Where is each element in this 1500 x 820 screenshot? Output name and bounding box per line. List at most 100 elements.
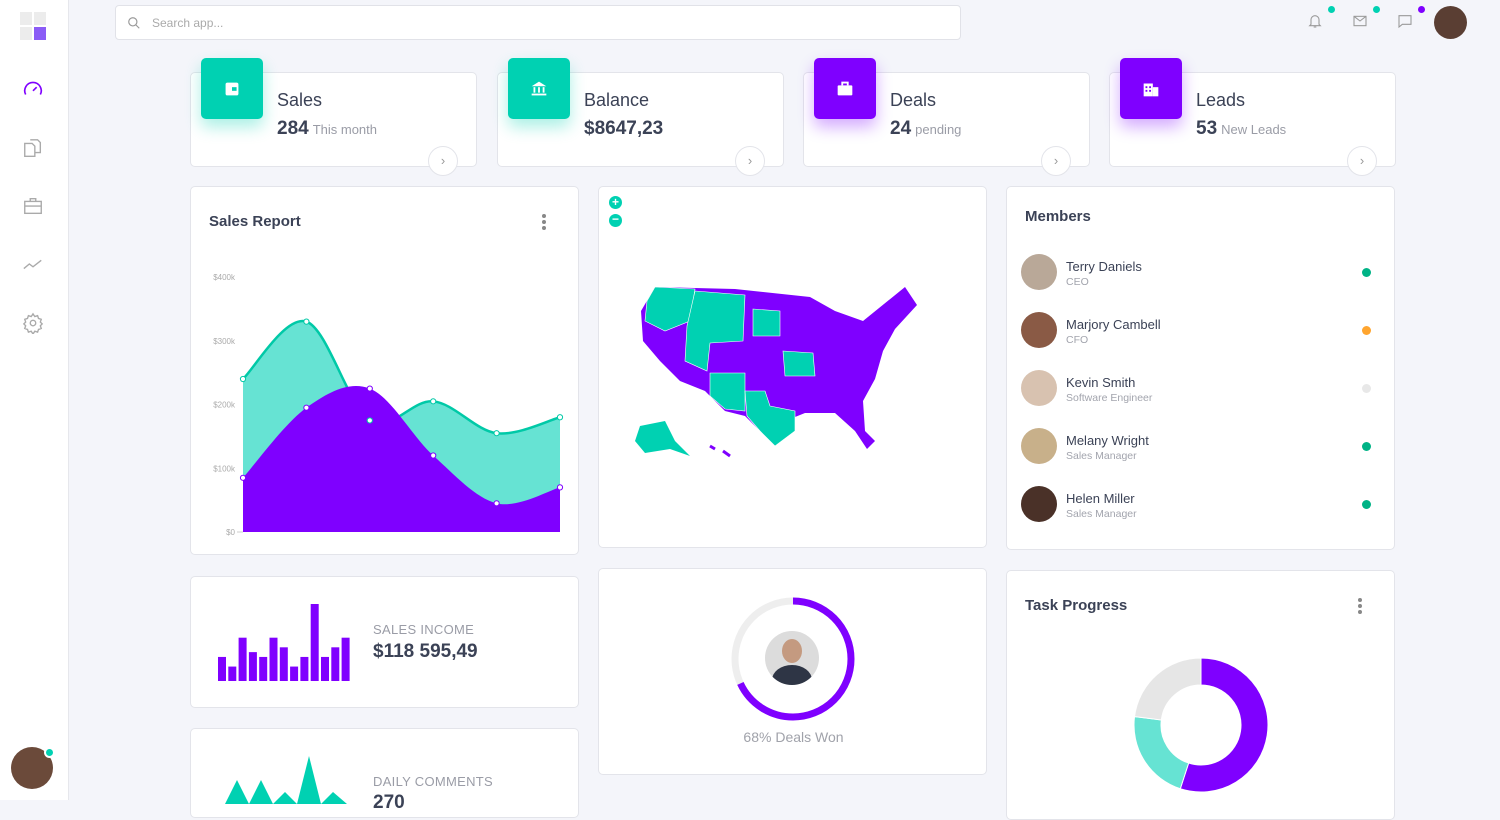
zoom-in-button[interactable]: + bbox=[609, 196, 622, 209]
data-point[interactable] bbox=[366, 417, 373, 424]
deal-avatar bbox=[765, 631, 819, 685]
member-role: Software Engineer bbox=[1066, 392, 1153, 404]
y-tick-label: $400k bbox=[213, 273, 236, 282]
region-alaska bbox=[635, 421, 690, 456]
chat-icon[interactable] bbox=[1397, 13, 1413, 29]
status-indicator bbox=[1362, 384, 1371, 393]
profile-avatar[interactable] bbox=[1434, 6, 1467, 39]
zoom-out-button[interactable]: − bbox=[609, 213, 622, 227]
data-point[interactable] bbox=[239, 474, 247, 481]
stat-subtitle: New Leads bbox=[1221, 122, 1287, 137]
sales-income-value: $118 595,49 bbox=[373, 641, 478, 662]
stat-title: Sales bbox=[277, 90, 323, 110]
data-point[interactable] bbox=[303, 404, 310, 411]
chevron-right-button[interactable]: › bbox=[1041, 146, 1071, 176]
y-tick-label: $0 bbox=[226, 528, 235, 537]
member-avatar bbox=[1021, 370, 1057, 406]
donut-slice[interactable] bbox=[1133, 716, 1190, 790]
status-indicator bbox=[1362, 326, 1371, 335]
us-map bbox=[635, 286, 917, 458]
member-role: Sales Manager bbox=[1066, 508, 1137, 520]
notification-badge bbox=[1328, 6, 1335, 13]
data-point[interactable] bbox=[430, 452, 437, 459]
bar bbox=[269, 637, 278, 681]
data-point[interactable] bbox=[303, 318, 310, 325]
bar bbox=[218, 656, 226, 681]
bank-icon bbox=[508, 58, 570, 119]
bar bbox=[290, 666, 299, 681]
bar bbox=[321, 656, 329, 681]
bar bbox=[238, 637, 247, 681]
bar bbox=[248, 652, 257, 681]
data-point[interactable] bbox=[239, 375, 247, 383]
speedometer-icon[interactable] bbox=[22, 78, 44, 100]
region-texas bbox=[744, 390, 796, 447]
chevron-right-button[interactable]: › bbox=[1347, 146, 1377, 176]
mail-badge bbox=[1373, 6, 1380, 13]
donut-slice[interactable] bbox=[1179, 657, 1269, 793]
documents-icon[interactable] bbox=[22, 137, 44, 159]
trend-icon[interactable] bbox=[22, 253, 44, 275]
spark-area bbox=[217, 756, 347, 804]
data-point[interactable] bbox=[430, 398, 437, 405]
sales-income-bar-chart bbox=[218, 604, 350, 681]
stat-card-balance[interactable]: Balance $8647,23 › bbox=[497, 58, 784, 176]
search-bar[interactable]: Search app... bbox=[115, 5, 961, 40]
chat-badge bbox=[1418, 6, 1425, 13]
data-point[interactable] bbox=[366, 385, 373, 392]
chevron-right-button[interactable]: › bbox=[428, 146, 458, 176]
member-name: Melany Wright bbox=[1066, 433, 1149, 448]
stat-title: Leads bbox=[1196, 90, 1246, 110]
search-input[interactable]: Search app... bbox=[152, 16, 224, 30]
data-point[interactable] bbox=[493, 430, 500, 437]
building-icon bbox=[1120, 58, 1182, 119]
region-hawaii bbox=[709, 444, 731, 458]
bell-icon[interactable] bbox=[1307, 13, 1323, 29]
member-item[interactable]: Helen Miller Sales Manager bbox=[1021, 486, 1381, 526]
member-item[interactable]: Melany Wright Sales Manager bbox=[1021, 428, 1381, 468]
more-options-icon[interactable] bbox=[542, 214, 546, 232]
members-card: Members Terry Daniels CEO Marjory Cambel… bbox=[1006, 186, 1395, 550]
status-indicator bbox=[1362, 268, 1371, 277]
bar bbox=[279, 647, 288, 681]
daily-comments-value: 270 bbox=[373, 792, 405, 813]
member-item[interactable]: Terry Daniels CEO bbox=[1021, 254, 1381, 294]
region-southwest bbox=[709, 372, 746, 412]
region-mountain bbox=[684, 290, 746, 372]
data-point[interactable] bbox=[556, 484, 564, 491]
member-role: CFO bbox=[1066, 334, 1089, 346]
stat-card-leads[interactable]: Leads 53 New Leads › bbox=[1109, 58, 1396, 176]
online-badge bbox=[44, 747, 55, 758]
data-point[interactable] bbox=[493, 500, 500, 507]
member-role: Sales Manager bbox=[1066, 450, 1137, 462]
sales-income-card: SALES INCOME $118 595,49 bbox=[190, 576, 579, 708]
area-series-1 bbox=[243, 386, 560, 532]
sidebar bbox=[0, 0, 69, 800]
stat-value: 284 bbox=[277, 118, 309, 139]
stat-card-sales[interactable]: Sales 284 This month › bbox=[190, 58, 477, 176]
more-options-icon[interactable] bbox=[1358, 598, 1362, 616]
briefcase-icon[interactable] bbox=[22, 195, 44, 217]
deals-won-progress-ring bbox=[731, 597, 855, 721]
y-tick-label: $200k bbox=[213, 401, 236, 410]
data-point[interactable] bbox=[556, 414, 564, 421]
stat-card-deals[interactable]: Deals 24 pending › bbox=[803, 58, 1090, 176]
mail-icon[interactable] bbox=[1352, 13, 1368, 29]
card-title: Sales Report bbox=[209, 213, 301, 230]
stat-subtitle: This month bbox=[312, 122, 378, 137]
logo[interactable] bbox=[20, 12, 46, 40]
map-card: + − bbox=[598, 186, 987, 548]
member-name: Kevin Smith bbox=[1066, 375, 1136, 390]
member-item[interactable]: Kevin Smith Software Engineer bbox=[1021, 370, 1381, 410]
gear-icon[interactable] bbox=[22, 312, 44, 334]
task-progress-card: Task Progress bbox=[1006, 570, 1395, 820]
donut-slice[interactable] bbox=[1133, 657, 1202, 721]
wallet-icon bbox=[201, 58, 263, 119]
member-avatar bbox=[1021, 254, 1057, 290]
daily-comments-label: DAILY COMMENTS bbox=[373, 774, 494, 789]
chevron-right-button[interactable]: › bbox=[735, 146, 765, 176]
daily-comments-card: DAILY COMMENTS 270 bbox=[190, 728, 579, 818]
bar bbox=[341, 637, 350, 681]
member-item[interactable]: Marjory Cambell CFO bbox=[1021, 312, 1381, 352]
status-indicator bbox=[1362, 500, 1371, 509]
